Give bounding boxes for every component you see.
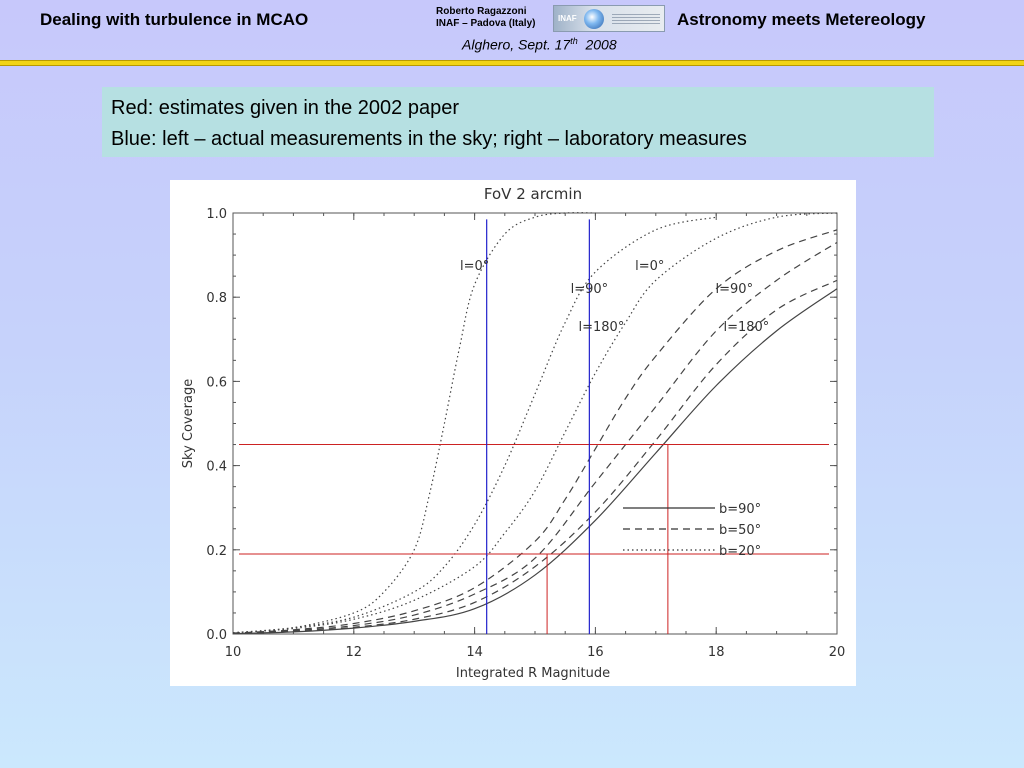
location-text: Alghero, Sept. 17 [462, 36, 571, 53]
curve-annotation: l=0° [460, 259, 489, 274]
note-line-red: Red: estimates given in the 2002 paper [111, 97, 459, 119]
y-tick-label: 0.2 [206, 544, 227, 559]
y-axis-label: Sky Coverage [181, 379, 196, 468]
series-line-dotted-2 [232, 212, 838, 634]
curve-annotation: l=180° [579, 320, 625, 335]
legend-label: b=90° [719, 502, 761, 517]
series-line-solid-6 [232, 288, 838, 635]
logo-text: INAF [558, 14, 577, 23]
inaf-logo: INAF [553, 5, 665, 32]
curve-annotation: l=0° [635, 259, 664, 274]
legend-label: b=50° [719, 523, 761, 538]
series-line-dotted-0 [232, 212, 596, 634]
plot-frame [232, 212, 838, 635]
x-tick-label: 18 [708, 645, 725, 660]
legend-label: b=20° [719, 544, 761, 559]
y-tick-label: 0.0 [206, 628, 227, 643]
chart-title: FoV 2 arcmin [484, 185, 582, 203]
chart-container: FoV 2 arcmin Integrated R Magnitude Sky … [170, 180, 856, 686]
sky-coverage-chart: FoV 2 arcmin Integrated R Magnitude Sky … [181, 185, 845, 681]
x-axis-label: Integrated R Magnitude [456, 666, 610, 681]
x-tick-label: 12 [346, 645, 363, 660]
globe-icon [584, 9, 604, 29]
series-line-dotted-1 [232, 216, 717, 634]
x-tick-label: 10 [225, 645, 242, 660]
x-tick-label: 14 [466, 645, 483, 660]
presentation-title: Dealing with turbulence in MCAO [40, 10, 309, 29]
notes-box: Red: estimates given in the 2002 paper B… [102, 87, 934, 157]
y-tick-label: 0.6 [206, 375, 227, 390]
location-year: 2008 [585, 36, 617, 53]
series-line-dashed-5 [232, 279, 838, 635]
plot-layer: 10 12 14 16 18 20 0.0 0.2 0.4 0.6 0.8 1.0 l=0° l=90° l… [206, 207, 845, 660]
y-tick-label: 1.0 [206, 207, 227, 222]
y-tick-label: 0.4 [206, 460, 227, 475]
conference-title: Astronomy meets Metereology [677, 10, 926, 29]
location-sup: th [570, 36, 578, 46]
location-date: Alghero, Sept. 17th 2008 [462, 36, 617, 53]
x-tick-label: 20 [829, 645, 846, 660]
author-affiliation: INAF – Padova (Italy) [436, 18, 536, 29]
header-divider [0, 60, 1024, 66]
curve-annotation: l=180° [723, 320, 769, 335]
author-name: Roberto Ragazzoni [436, 6, 527, 17]
series-line-dashed-3 [232, 229, 838, 634]
note-line-blue: Blue: left – actual measurements in the … [111, 128, 747, 150]
logo-lines [612, 14, 660, 26]
curve-annotation: l=90° [571, 282, 609, 297]
author-block: Roberto Ragazzoni INAF – Padova (Italy) [436, 6, 535, 30]
x-tick-label: 16 [587, 645, 604, 660]
curve-annotation: l=90° [716, 282, 754, 297]
y-tick-label: 0.8 [206, 291, 227, 306]
